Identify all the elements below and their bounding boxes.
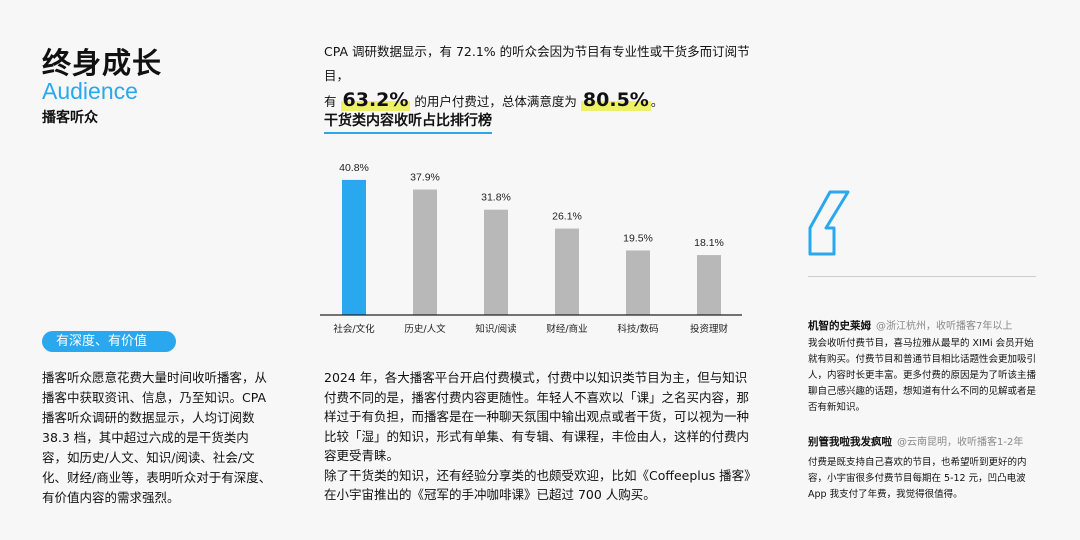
bar-2 [484,209,508,315]
bar-4 [626,250,650,315]
bar-5 [697,255,721,315]
bottom-paragraph-1: 2024 年，各大播客平台开启付费模式，付费中以知识类节目为主，但与知识付费不同… [324,370,750,463]
bar-value-label-0: 40.8% [339,162,369,174]
divider [808,276,1036,277]
category-label-4: 科技/数码 [617,323,658,335]
quote-icon [808,190,850,256]
category-label-2: 知识/阅读 [475,323,517,335]
intro-pre: 有 [324,94,337,109]
page-title-english: Audience [42,78,138,104]
intro-line-2: 有 63.2% 的用户付费过，总体满意度为 80.5%。 [324,88,754,114]
intro-mid: 的用户付费过，总体满意度为 [414,94,577,109]
comment-1-text: 我会收听付费节目，喜马拉雅从最早的 XIMi 会员开始就有购买。付费节目和普通节… [808,338,1037,413]
category-label-3: 财经/商业 [546,323,587,335]
comment-2-text: 付费是既支持自己喜欢的节目，也希望听到更好的内容，小宇宙很多付费节目每期在 5-… [808,457,1027,500]
stat-paid-users: 63.2% [340,89,411,111]
comment-1-name: 机智的史莱姆 [808,320,871,332]
category-label-1: 历史/人文 [404,323,446,335]
intro-end: 。 [650,94,664,109]
bar-value-label-1: 37.9% [410,172,440,184]
section-tag: 有深度、有价值 [42,331,176,352]
bar-1 [413,189,437,315]
comment-2-header: 别管我啦我发疯啦 @云南昆明，收听播客1-2年 [808,433,1023,449]
bottom-text: 2024 年，各大播客平台开启付费模式，付费中以知识类节目为主，但与知识付费不同… [324,368,754,505]
left-paragraph: 播客听众愿意花费大量时间收听播客，从播客中获取资讯、信息，乃至知识。CPA 播客… [42,370,272,505]
bar-value-label-2: 31.8% [481,192,511,204]
bar-value-label-4: 19.5% [623,232,653,244]
bar-value-label-3: 26.1% [552,211,582,223]
bar-chart: 40.8% 社会/文化 37.9% 历史/人文 31.8% 知识/阅读 26.1% 财经/商业… [320,162,742,335]
category-label-5: 投资理财 [690,323,729,335]
category-label-0: 社会/文化 [333,323,375,335]
comment-2-meta: @云南昆明，收听播客1-2年 [897,437,1024,448]
bar-3 [555,228,579,315]
bar-value-label-5: 18.1% [694,237,724,249]
page-subtitle: 播客听众 [42,110,98,126]
comment-1-meta: @浙江杭州，收听播客7年以上 [876,321,1013,332]
page-title: 终身成长 [42,46,163,80]
bottom-paragraph-2: 除了干货类的知识，还有经验分享类的也颇受欢迎，比如《Coffeeplus 播客》… [324,467,751,503]
bar-0 [342,179,366,315]
intro-text: CPA 调研数据显示，有 72.1% 的听众会因为节目有专业性或干货多而订阅节目… [324,40,754,114]
comment-1-header: 机智的史莱姆 @浙江杭州，收听播客7年以上 [808,317,1012,333]
stat-satisfaction: 80.5% [580,89,651,111]
intro-line-1: CPA 调研数据显示，有 72.1% 的听众会因为节目有专业性或干货多而订阅节目… [324,44,750,83]
comment-2-name: 别管我啦我发疯啦 [808,436,892,448]
chart-title: 干货类内容收听占比排行榜 [324,110,492,134]
